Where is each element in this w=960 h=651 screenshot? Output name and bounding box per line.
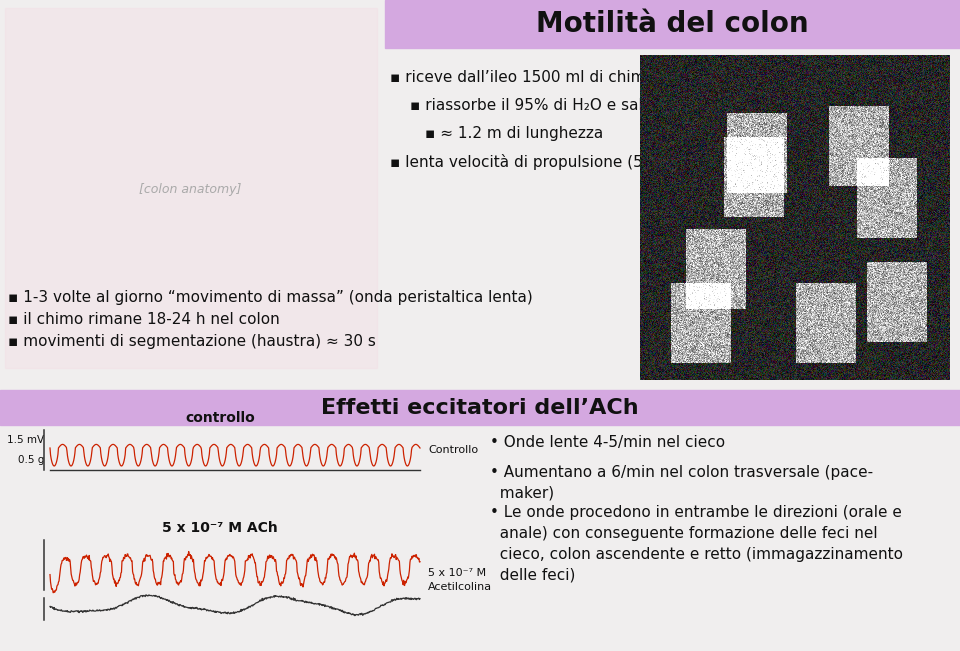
Text: 0.5 g: 0.5 g (17, 455, 44, 465)
Text: • Aumentano a 6/min nel colon trasversale (pace-
  maker): • Aumentano a 6/min nel colon trasversal… (490, 465, 874, 501)
Text: ▪ il chimo rimane 18-24 h nel colon: ▪ il chimo rimane 18-24 h nel colon (8, 312, 279, 327)
Text: ▪ riceve dall’ileo 1500 ml di chimo/die: ▪ riceve dall’ileo 1500 ml di chimo/die (390, 70, 684, 85)
Text: ▪ riassorbe il 95% di H₂O e sali: ▪ riassorbe il 95% di H₂O e sali (410, 98, 647, 113)
Text: Motilità del colon: Motilità del colon (537, 10, 809, 38)
Text: • Le onde procedono in entrambe le direzioni (orale e
  anale) con conseguente f: • Le onde procedono in entrambe le direz… (490, 505, 903, 583)
Text: Controllo: Controllo (428, 445, 478, 455)
Text: ▪ 1-3 volte al giorno “movimento di massa” (onda peristaltica lenta): ▪ 1-3 volte al giorno “movimento di mass… (8, 290, 533, 305)
Bar (5, 8, 377, 368)
Text: controllo: controllo (185, 411, 254, 425)
Text: ▪ ≈ 1.2 m di lunghezza: ▪ ≈ 1.2 m di lunghezza (425, 126, 603, 141)
Text: • Onde lente 4-5/min nel cieco: • Onde lente 4-5/min nel cieco (490, 435, 725, 450)
Bar (0, 390, 960, 425)
Text: [colon anatomy]: [colon anatomy] (139, 184, 241, 197)
Text: 5 x 10⁻⁷ M
Acetilcolina: 5 x 10⁻⁷ M Acetilcolina (428, 568, 492, 592)
Text: ▪ movimenti di segmentazione (haustra) ≈ 30 s: ▪ movimenti di segmentazione (haustra) ≈… (8, 334, 376, 349)
Text: ▪ lenta velocità di propulsione (5-10 cm/ora): ▪ lenta velocità di propulsione (5-10 cm… (390, 154, 732, 170)
Text: 1.5 mV: 1.5 mV (7, 435, 44, 445)
Text: 5 x 10⁻⁷ M ACh: 5 x 10⁻⁷ M ACh (162, 521, 277, 535)
Text: Effetti eccitatori dell’ACh: Effetti eccitatori dell’ACh (322, 398, 638, 417)
Bar (385, 0, 960, 48)
